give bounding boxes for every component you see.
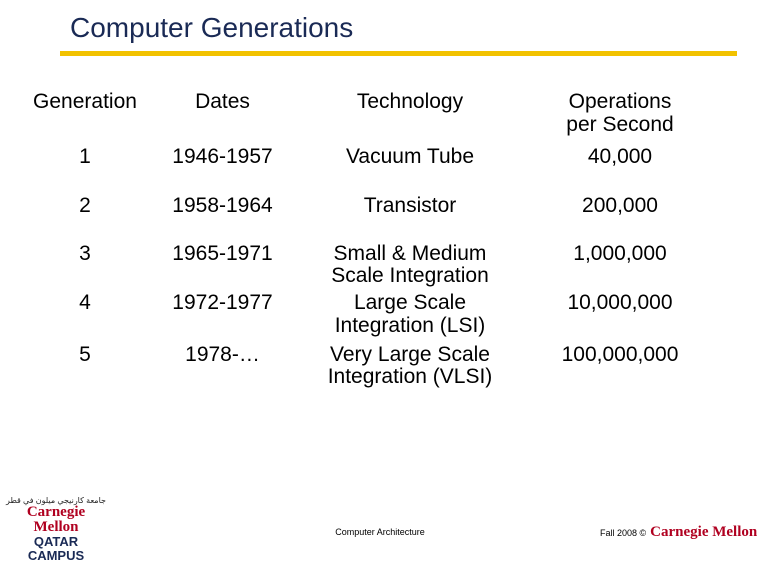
row-5-dates: 1978-… (185, 343, 260, 366)
row-3-operations: 1,000,000 (573, 242, 667, 265)
row-2-technology: Transistor (363, 194, 457, 217)
header-operations-line2: per Second (566, 113, 674, 136)
cmu-qatar-logo: جامعة كارنيجي ميلون في قطر Carnegie Mell… (6, 496, 106, 563)
row-5-technology-line2: Integration (VLSI) (327, 365, 493, 388)
row-3-dates: 1965-1971 (172, 242, 273, 265)
footer-brand-logo: Carnegie Mellon (650, 524, 758, 541)
row-4-dates: 1972-1977 (172, 291, 273, 314)
row-2-operations: 200,000 (582, 194, 658, 217)
row-5-operations: 100,000,000 (561, 343, 679, 366)
row-4-operations: 10,000,000 (567, 291, 673, 314)
logo-arabic-text: جامعة كارنيجي ميلون في قطر (6, 496, 106, 505)
row-2-dates: 1958-1964 (172, 194, 273, 217)
row-1-technology: Vacuum Tube (345, 145, 475, 168)
row-1-dates: 1946-1957 (172, 145, 273, 168)
title-underline (60, 51, 737, 56)
row-3-technology-line2: Scale Integration (331, 264, 489, 287)
row-4-generation: 4 (79, 291, 91, 314)
row-3-generation: 3 (79, 242, 91, 265)
row-1-generation: 1 (79, 145, 91, 168)
footer-right: Fall 2008 © Carnegie Mellon (600, 524, 757, 542)
header-generation: Generation (33, 90, 137, 113)
row-3-technology-line1: Small & Medium (333, 242, 487, 265)
footer-term: Fall 2008 © (600, 527, 647, 538)
row-2-generation: 2 (79, 194, 91, 217)
row-4-technology-line1: Large Scale (353, 291, 467, 314)
header-operations-line1: Operations (568, 90, 672, 113)
row-5-technology-line1: Very Large Scale (330, 343, 490, 366)
row-4-technology-line2: Integration (LSI) (334, 314, 486, 337)
logo-university-name: Carnegie Mellon (26, 504, 86, 535)
header-dates: Dates (195, 90, 250, 113)
slide-title: Computer Generations (70, 12, 354, 43)
header-technology: Technology (356, 90, 464, 113)
row-5-generation: 5 (79, 343, 91, 366)
logo-campus-name: QATAR CAMPUS (27, 534, 85, 563)
footer-course-name: Computer Architecture (335, 527, 425, 537)
row-1-operations: 40,000 (587, 145, 653, 168)
